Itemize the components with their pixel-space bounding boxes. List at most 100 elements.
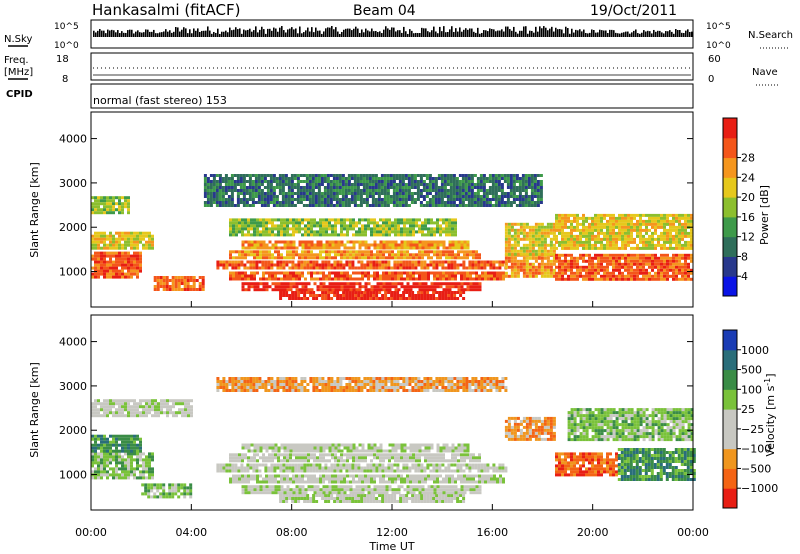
heatmap-cell bbox=[330, 497, 334, 500]
heatmap-cell bbox=[591, 268, 594, 272]
heatmap-cell bbox=[283, 218, 286, 222]
heatmap-cell bbox=[291, 260, 295, 264]
heatmap-cell bbox=[504, 252, 508, 256]
heatmap-cell bbox=[342, 263, 346, 267]
heatmap-cell bbox=[513, 259, 517, 263]
heatmap-cell bbox=[282, 260, 286, 264]
heatmap-cell bbox=[299, 186, 303, 189]
heatmap-cell bbox=[512, 201, 516, 204]
heatmap-cell bbox=[331, 250, 334, 254]
heatmap-cell bbox=[651, 216, 654, 220]
heatmap-cell bbox=[254, 186, 258, 189]
heatmap-cell bbox=[281, 189, 285, 192]
nsky-bar bbox=[425, 28, 427, 37]
heatmap-cell bbox=[422, 204, 426, 207]
heatmap-cell bbox=[690, 259, 693, 263]
heatmap-cell bbox=[522, 252, 526, 256]
heatmap-cell bbox=[621, 231, 624, 235]
heatmap-cell bbox=[243, 266, 247, 270]
heatmap-cell bbox=[373, 221, 376, 225]
nsky-bar bbox=[333, 29, 335, 37]
heatmap-cell bbox=[145, 246, 148, 250]
heatmap-cell bbox=[639, 262, 642, 266]
heatmap-cell bbox=[91, 243, 94, 247]
heatmap-cell bbox=[400, 250, 403, 254]
heatmap-cell bbox=[259, 240, 263, 244]
heatmap-cell bbox=[332, 177, 336, 180]
heatmap-cell bbox=[328, 246, 332, 250]
heatmap-cell bbox=[385, 227, 388, 231]
heatmap-cell bbox=[340, 282, 344, 286]
heatmap-cell bbox=[322, 288, 326, 292]
heatmap-cell bbox=[384, 500, 388, 503]
heatmap-cell bbox=[216, 266, 220, 270]
heatmap-cell bbox=[238, 224, 241, 228]
heatmap-cell bbox=[156, 282, 160, 285]
heatmap-cell bbox=[615, 246, 618, 250]
heatmap-cell bbox=[307, 233, 310, 237]
heatmap-cell bbox=[346, 274, 349, 278]
heatmap-cell bbox=[124, 266, 127, 270]
heatmap-cell bbox=[402, 494, 406, 497]
heatmap-cell bbox=[106, 211, 109, 215]
heatmap-cell bbox=[627, 271, 630, 275]
heatmap-cell bbox=[430, 256, 433, 260]
heatmap-cell bbox=[487, 271, 490, 275]
heatmap-cell bbox=[401, 180, 405, 183]
heatmap-cell bbox=[600, 222, 603, 226]
heatmap-cell bbox=[292, 256, 295, 260]
heatmap-cell bbox=[347, 177, 351, 180]
heatmap-cell bbox=[440, 186, 444, 189]
heatmap-cell bbox=[561, 213, 564, 217]
heatmap-cell bbox=[307, 218, 310, 222]
heatmap-cell bbox=[297, 266, 301, 270]
heatmap-cell bbox=[265, 246, 269, 250]
heatmap-cell bbox=[591, 234, 594, 238]
heatmap-cell bbox=[409, 246, 413, 250]
heatmap-cell bbox=[684, 265, 687, 269]
heatmap-cell bbox=[397, 277, 400, 281]
heatmap-cell bbox=[576, 216, 579, 220]
heatmap-cell bbox=[663, 268, 666, 272]
heatmap-cell bbox=[600, 216, 603, 220]
heatmap-cell bbox=[363, 500, 367, 503]
heatmap-cell bbox=[334, 285, 338, 289]
heatmap-cell bbox=[444, 494, 448, 497]
heatmap-cell bbox=[564, 231, 567, 235]
heatmap-cell bbox=[358, 218, 361, 222]
heatmap-cell bbox=[224, 189, 228, 192]
heatmap-cell bbox=[397, 218, 400, 222]
heatmap-cell bbox=[377, 198, 381, 201]
heatmap-cell bbox=[678, 268, 681, 272]
heatmap-cell bbox=[410, 180, 414, 183]
heatmap-cell bbox=[109, 240, 112, 244]
heatmap-cell bbox=[291, 500, 295, 503]
heatmap-cell bbox=[373, 271, 376, 275]
heatmap-cell bbox=[430, 282, 434, 286]
heatmap-cell bbox=[344, 186, 348, 189]
heatmap-cell bbox=[630, 237, 633, 241]
heatmap-cell bbox=[342, 297, 346, 300]
heatmap-cell bbox=[323, 186, 327, 189]
heatmap-cell bbox=[612, 225, 615, 229]
heatmap-cell bbox=[442, 230, 445, 234]
heatmap-cell bbox=[537, 268, 541, 272]
heatmap-cell bbox=[627, 253, 630, 257]
heatmap-cell bbox=[527, 198, 531, 201]
heatmap-cell bbox=[206, 186, 210, 189]
heatmap-cell bbox=[429, 260, 433, 264]
heatmap-cell bbox=[406, 250, 409, 254]
nsky-bar bbox=[447, 32, 449, 37]
heatmap-cell bbox=[552, 274, 556, 278]
heatmap-cell bbox=[561, 216, 564, 220]
heatmap-cell bbox=[360, 263, 364, 267]
nsky-bar bbox=[501, 29, 503, 37]
heatmap-cell bbox=[537, 249, 541, 253]
heatmap-cell bbox=[241, 253, 244, 257]
heatmap-cell bbox=[627, 274, 630, 278]
heatmap-cell bbox=[368, 195, 372, 198]
heatmap-cell bbox=[418, 274, 421, 278]
heatmap-cell bbox=[483, 260, 487, 264]
heatmap-cell bbox=[452, 195, 456, 198]
heatmap-cell bbox=[317, 183, 321, 186]
